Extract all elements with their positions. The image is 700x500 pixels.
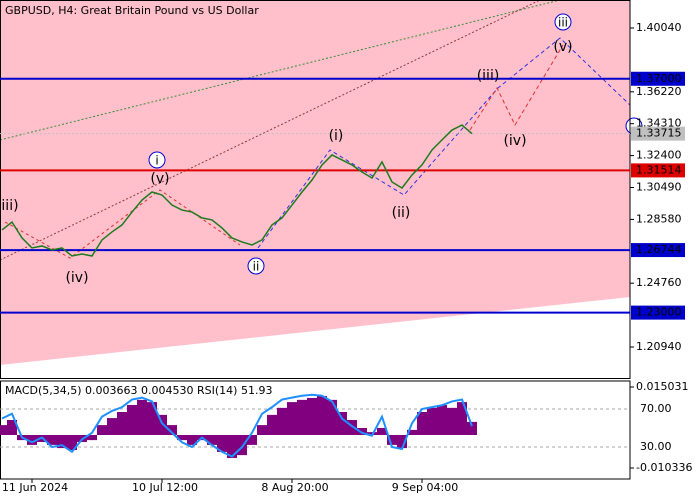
macd-bar [437, 404, 447, 435]
wave-label: (v) [150, 171, 169, 187]
macd-bar [447, 407, 457, 435]
level-box [631, 243, 685, 258]
indicator-title: MACD(5,34,5) 0.003663 0.004530 RSI(14) 5… [5, 384, 272, 397]
wave-label: (v) [553, 39, 572, 55]
macd-bar [297, 399, 307, 435]
macd-bar [237, 434, 247, 456]
macd-bar [407, 429, 417, 435]
level-label: 1.31514 [636, 163, 682, 176]
macd-bar [397, 434, 407, 449]
wave-label: i [155, 154, 158, 168]
level-label: 1.26744 [636, 243, 682, 256]
y-tick-label: 1.30490 [636, 181, 682, 194]
macd-bar [327, 399, 337, 435]
wave-label: iii) [1, 198, 18, 214]
wave-circle [247, 257, 265, 275]
level-label: 1.37000 [636, 72, 682, 85]
wave-label: (i) [329, 128, 344, 144]
macd-bar [207, 434, 217, 445]
macd-bar [67, 434, 77, 451]
macd-bar [457, 402, 467, 435]
macd-bar [277, 407, 287, 435]
macd-bar [357, 427, 367, 435]
y-tick-label: -0.010336 [636, 461, 692, 474]
wave-label: ii [253, 260, 260, 274]
wave-label: (iv) [65, 270, 88, 286]
macd-bar [157, 414, 167, 435]
wave-label: (ii) [392, 205, 411, 221]
price-line [1, 124, 473, 257]
trend-line [0, 0, 561, 141]
y-tick-label: 1.24760 [636, 276, 682, 289]
y-tick-label: 1.32400 [636, 149, 682, 162]
macd-bar [257, 425, 267, 435]
macd-bar [267, 414, 277, 435]
x-tick-label: 10 Jul 12:00 [132, 481, 198, 494]
macd-bar [427, 407, 437, 435]
wave-forecast [469, 44, 564, 131]
macd-bar [467, 421, 477, 435]
macd-bar [317, 396, 327, 435]
macd-bar [127, 404, 137, 435]
rsi-line [1, 393, 473, 458]
macd-bar [117, 412, 127, 435]
macd-bar [27, 434, 37, 445]
wave-label: (iv) [503, 133, 526, 149]
macd-bar [387, 434, 397, 445]
wave-label: iii [558, 16, 568, 30]
y2-tick-label: 70.00 [640, 402, 672, 415]
macd-bar [377, 427, 387, 435]
macd-bar [177, 434, 187, 441]
y-tick-label: 1.34310 [636, 117, 682, 130]
wave-forecast [257, 37, 631, 249]
wave-label: (iii) [477, 68, 500, 84]
wave-circle [554, 13, 572, 31]
macd-bar [337, 412, 347, 435]
macd-bar [417, 412, 427, 435]
y-tick-label: 1.20940 [636, 340, 682, 353]
macd-bar [227, 434, 237, 458]
macd-bar [347, 419, 357, 435]
y-tick-label: 0.015031 [636, 380, 689, 393]
level-box [631, 126, 685, 141]
level-box [631, 163, 685, 178]
macd-bar [7, 419, 17, 435]
macd-bar [0, 425, 7, 435]
macd-bar [57, 434, 67, 449]
macd-bar [187, 434, 197, 445]
macd-bar [97, 425, 107, 435]
macd-bar [287, 402, 297, 435]
channel-zone [0, 0, 630, 365]
x-tick-label: 9 Sep 04:00 [392, 481, 458, 494]
level-label: 1.33715 [636, 127, 682, 140]
macd-bar [107, 418, 117, 435]
macd-bar [137, 399, 147, 435]
x-tick-label: 8 Aug 20:00 [261, 481, 328, 494]
y-tick-label: 1.28580 [636, 212, 682, 225]
macd-bar [217, 434, 227, 452]
y-tick-label: 1.40040 [636, 21, 682, 34]
macd-bar [307, 397, 317, 435]
wave-circle [148, 151, 166, 169]
chart-title: GBPUSD, H4: Great Britain Pound vs US Do… [5, 4, 259, 17]
macd-bar [147, 402, 157, 435]
level-box [631, 305, 685, 320]
level-box [631, 71, 685, 86]
y-tick-label: 1.36220 [636, 85, 682, 98]
main-frame [0, 0, 631, 379]
x-tick-label: 11 Jun 2024 [2, 481, 68, 494]
macd-bar [87, 434, 97, 441]
macd-bar [167, 425, 177, 435]
macd-bar [47, 434, 57, 445]
macd-bar [247, 434, 257, 445]
y2-tick-label: 30.00 [640, 440, 672, 453]
level-label: 1.23000 [636, 306, 682, 319]
